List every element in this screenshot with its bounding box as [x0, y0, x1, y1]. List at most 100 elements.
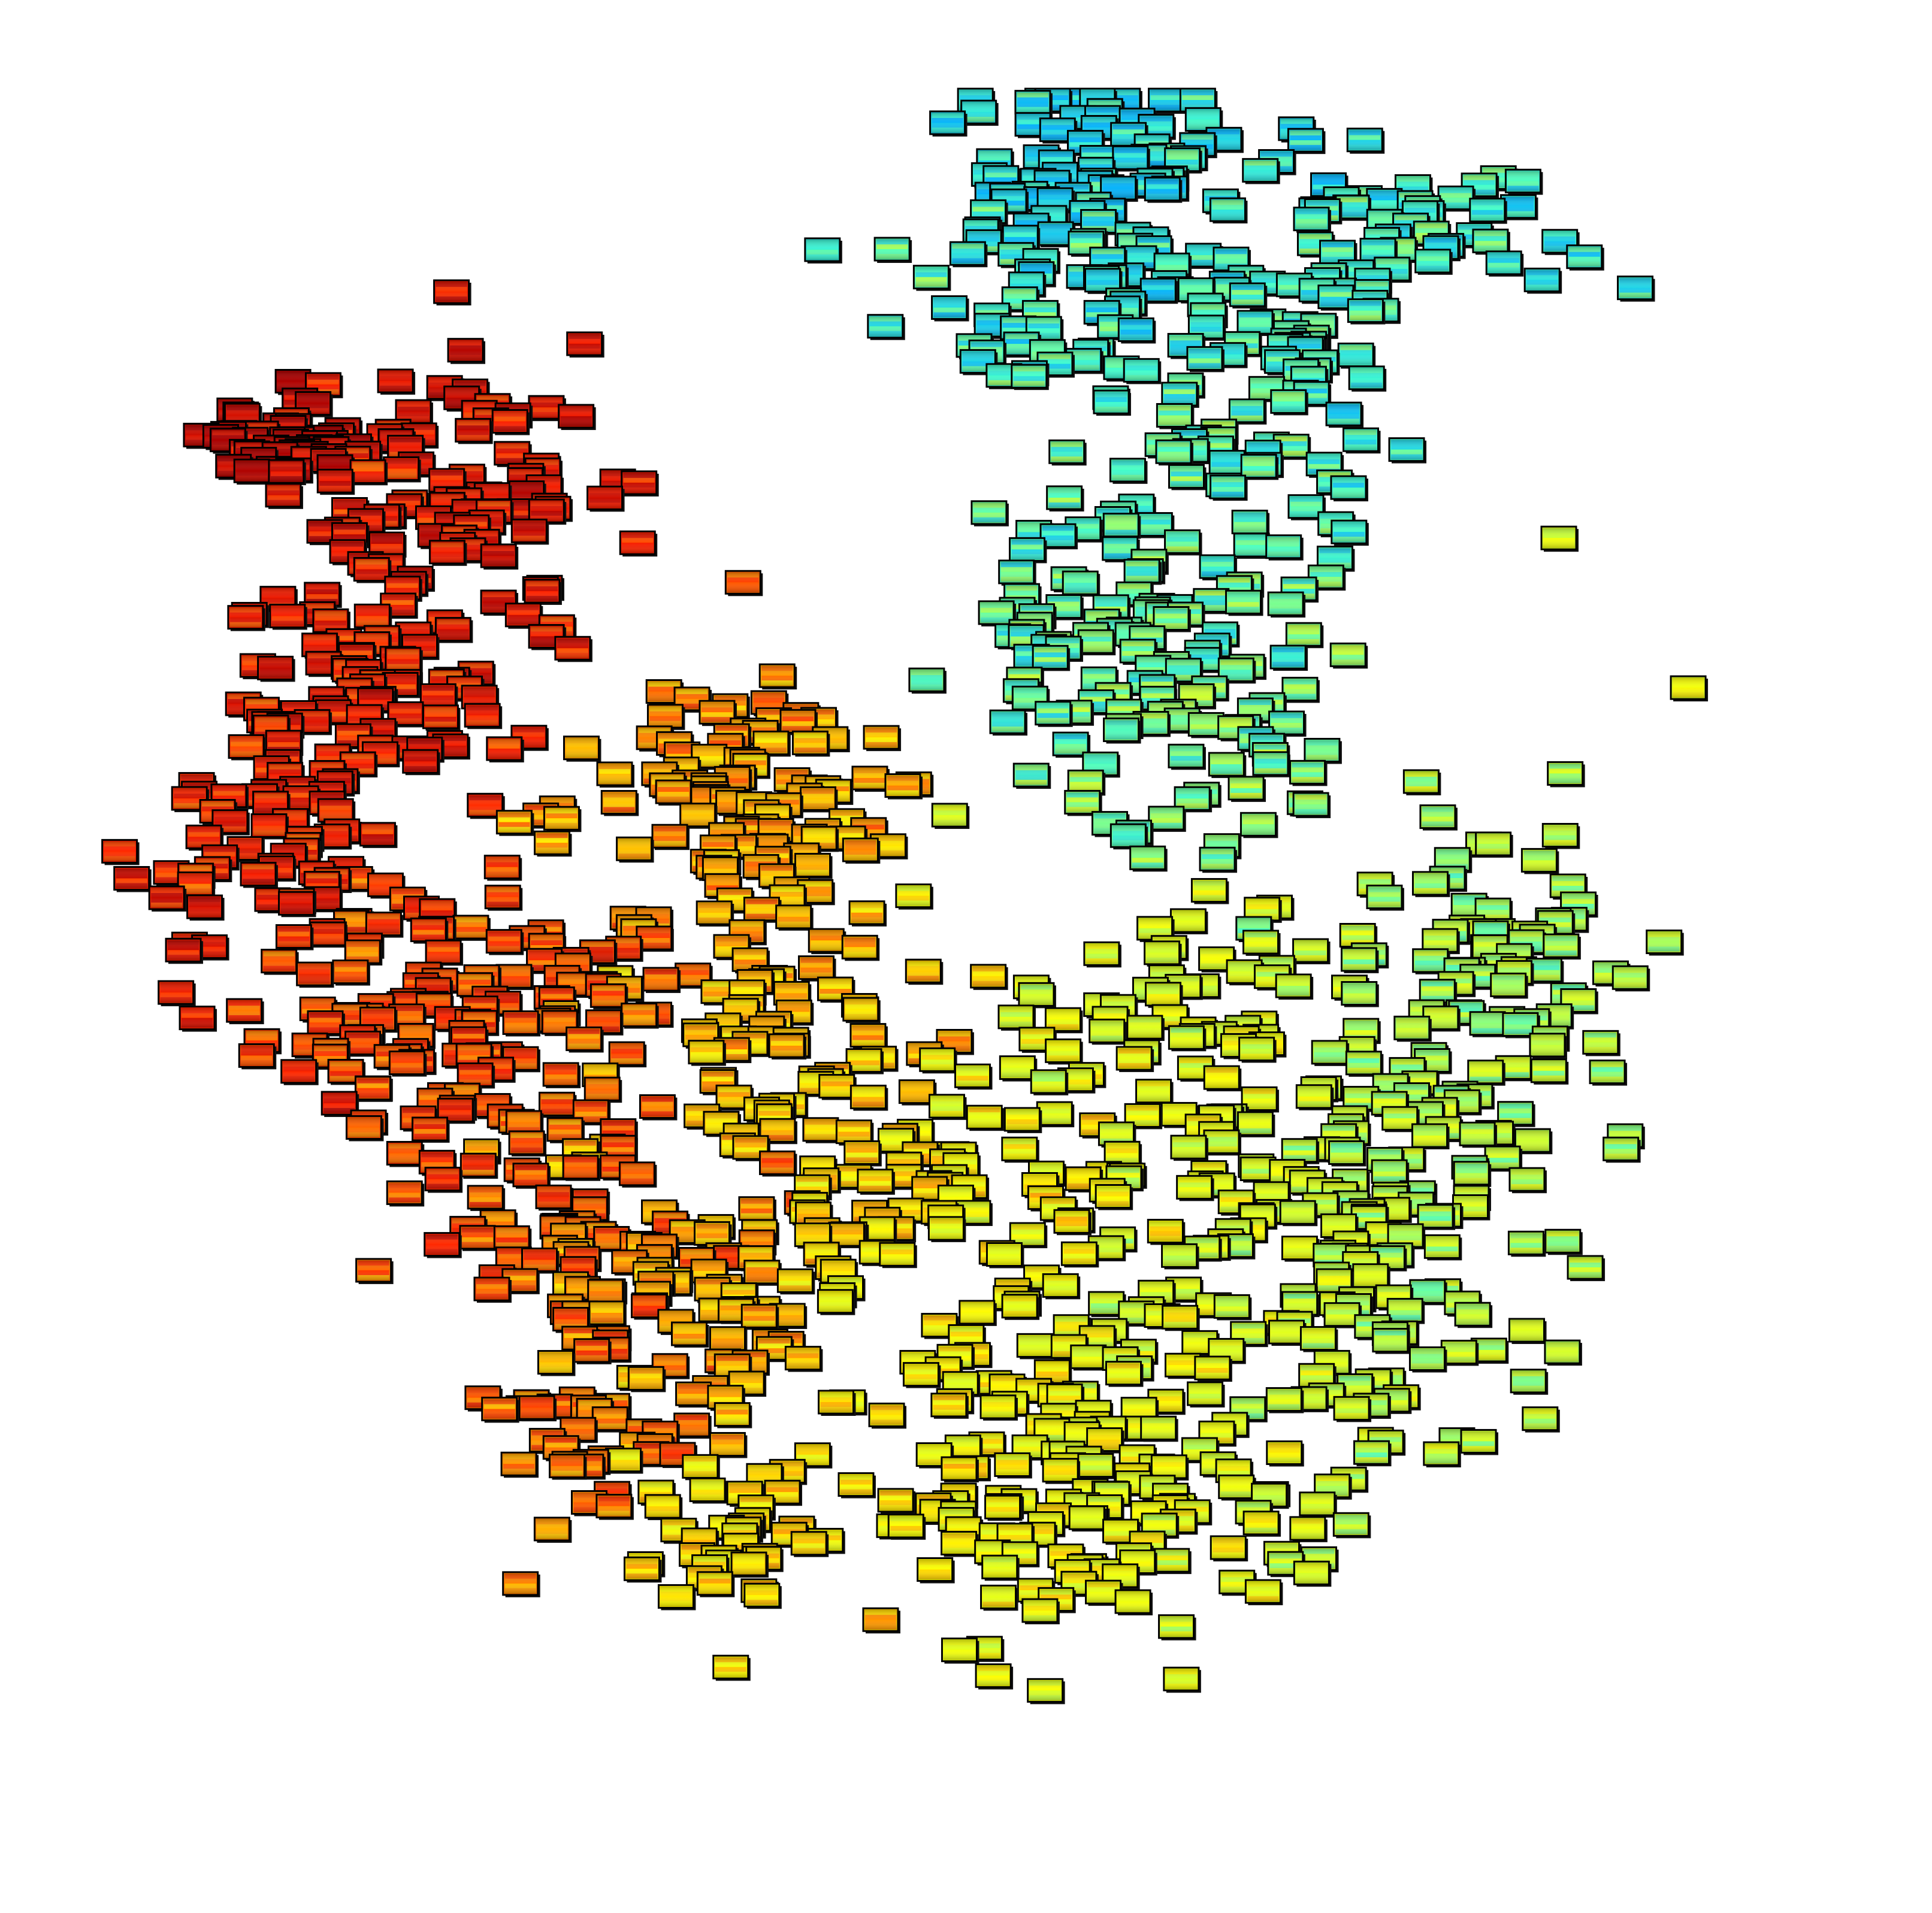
scatter-point [542, 1062, 581, 1088]
scatter-point [1547, 761, 1585, 788]
scatter-point [332, 959, 370, 986]
scatter-point [862, 1607, 900, 1634]
scatter-point [604, 1448, 643, 1474]
scatter-point [1144, 177, 1183, 203]
scatter-point [842, 997, 881, 1024]
scatter-point [1393, 1015, 1432, 1042]
scatter-point [1199, 846, 1238, 873]
scatter-point [1522, 1406, 1560, 1433]
scatter-point [1372, 1328, 1410, 1354]
scatter-point [518, 1395, 557, 1422]
scatter-point [709, 1326, 748, 1352]
scatter-point [1208, 752, 1247, 779]
scatter-point [452, 915, 491, 941]
scatter-point [467, 1185, 506, 1211]
scatter-point [1021, 1598, 1060, 1625]
scatter-point [1341, 981, 1379, 1007]
scatter-point [843, 1140, 882, 1167]
scatter-point [989, 709, 1028, 736]
scatter-point [941, 1530, 979, 1557]
scatter-point [500, 1451, 539, 1478]
scatter-point [998, 559, 1036, 586]
scatter-point [1453, 1161, 1492, 1187]
scatter-point [1027, 1678, 1065, 1705]
scatter-point [696, 900, 734, 927]
scatter-point [1077, 629, 1116, 656]
scatter-point [1170, 1134, 1208, 1161]
scatter-point [970, 500, 1009, 526]
scatter-point [724, 570, 763, 597]
scatter-point [1366, 187, 1404, 214]
scatter-point [1145, 982, 1183, 1008]
scatter-point [1544, 1339, 1582, 1366]
scatter-point [1414, 249, 1453, 275]
scatter-point [1529, 1033, 1567, 1059]
scatter-point [912, 265, 951, 291]
scatter-point [623, 1556, 662, 1583]
scatter-point [309, 921, 348, 948]
scatter-point [566, 1026, 604, 1053]
scatter-point [257, 655, 295, 682]
scatter-point [1266, 1440, 1304, 1467]
scatter-point [621, 470, 659, 497]
scatter-point [502, 1010, 541, 1037]
scatter-point [1292, 938, 1331, 965]
scatter-point [345, 1115, 384, 1142]
scatter-point [642, 967, 681, 993]
scatter-point [794, 852, 833, 879]
scatter-point [388, 1051, 427, 1077]
scatter-point [1582, 1030, 1620, 1057]
scatter-point [1203, 1065, 1242, 1092]
scatter-point [495, 810, 534, 836]
scatter-point [929, 110, 967, 137]
scatter-point [857, 1169, 895, 1195]
scatter-point [1176, 1175, 1214, 1201]
scatter-point [1115, 1046, 1154, 1072]
scatter-point [863, 725, 902, 752]
scatter-point [849, 1023, 888, 1049]
scatter-point [1011, 364, 1049, 391]
scatter-point [1386, 1298, 1425, 1324]
scatter-point [1236, 1111, 1275, 1137]
scatter-point [655, 779, 694, 806]
scatter-point [1135, 1079, 1174, 1105]
scatter-point [1148, 806, 1186, 832]
scatter-point [1016, 1333, 1055, 1360]
scatter-point [595, 1494, 634, 1520]
scatter-point [508, 1130, 547, 1157]
scatter-point [917, 1557, 955, 1584]
scatter-point [1227, 776, 1266, 802]
scatter-point [402, 749, 440, 776]
scatter-point [533, 1517, 572, 1543]
scatter-point [486, 736, 524, 762]
scatter-point [1240, 453, 1279, 480]
scatter-point [1018, 982, 1056, 1009]
scatter-point [386, 1180, 425, 1207]
scatter-point [1317, 284, 1356, 311]
scatter-point [927, 1216, 966, 1242]
scatter-point [1003, 1107, 1042, 1133]
scatter-point [949, 241, 988, 268]
scatter-point [1461, 172, 1499, 199]
scatter-point [1046, 485, 1084, 511]
scatter-point [984, 1494, 1023, 1521]
scatter-point [1162, 1304, 1200, 1331]
scatter-point [1102, 513, 1141, 539]
scatter-point [1265, 1387, 1304, 1413]
scatter-point [975, 1663, 1014, 1690]
scatter-point [588, 1300, 627, 1327]
scatter-point [1272, 434, 1311, 460]
scatter-point [1187, 314, 1226, 341]
scatter-point [966, 1104, 1005, 1131]
scatter-point [1109, 458, 1148, 484]
scatter-point [817, 1289, 855, 1315]
scatter-point [226, 998, 264, 1025]
scatter-point [1239, 812, 1278, 839]
scatter-point [1504, 168, 1543, 195]
scatter-point [644, 1494, 683, 1521]
scatter-point [1089, 1018, 1127, 1045]
scatter-point [265, 483, 303, 509]
scatter-point [1030, 1069, 1069, 1095]
scatter-point [354, 1076, 393, 1102]
scatter-point [537, 1350, 576, 1376]
